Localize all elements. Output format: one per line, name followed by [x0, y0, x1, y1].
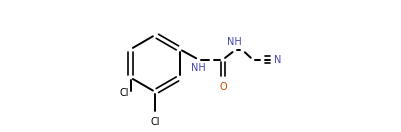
Text: Cl: Cl — [150, 117, 160, 127]
Text: Cl: Cl — [119, 88, 129, 98]
Text: N: N — [273, 55, 281, 65]
Text: O: O — [219, 82, 226, 92]
Text: NH: NH — [190, 63, 205, 73]
Text: NH: NH — [227, 37, 241, 47]
